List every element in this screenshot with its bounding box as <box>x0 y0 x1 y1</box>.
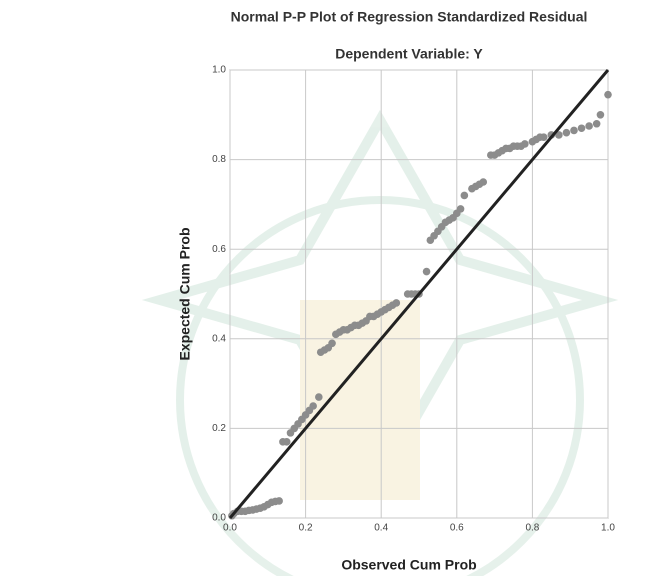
chart-subtitle: Dependent Variable: Y <box>335 46 483 62</box>
watermark <box>160 120 600 576</box>
chart: Normal P-P Plot of Regression Standardiz… <box>0 0 649 576</box>
data-point <box>593 120 601 128</box>
y-tick-label: 0.8 <box>212 154 226 165</box>
x-tick-label: 0.6 <box>450 523 464 534</box>
data-point <box>309 402 317 410</box>
x-tick-label: 0.2 <box>299 523 313 534</box>
chart-title: Normal P-P Plot of Regression Standardiz… <box>231 9 588 25</box>
data-point <box>479 178 487 186</box>
data-point <box>604 91 612 99</box>
data-point <box>457 205 465 213</box>
data-point <box>275 497 283 505</box>
data-point <box>578 124 586 132</box>
data-point <box>540 133 548 141</box>
y-tick-label: 0.4 <box>212 333 226 344</box>
y-tick-label: 0.2 <box>212 423 226 434</box>
data-point <box>521 140 529 148</box>
data-point <box>328 339 336 347</box>
data-point <box>570 127 578 135</box>
x-axis-label: Observed Cum Prob <box>341 557 476 573</box>
data-point <box>597 111 605 119</box>
y-tick-label: 1.0 <box>212 65 226 76</box>
data-point <box>393 299 401 307</box>
data-point <box>423 268 431 276</box>
y-tick-label: 0.0 <box>212 513 226 524</box>
data-point <box>315 393 323 401</box>
data-point <box>585 122 593 130</box>
x-tick-label: 0.0 <box>223 523 237 534</box>
data-point <box>461 192 469 200</box>
x-tick-label: 0.8 <box>525 523 539 534</box>
data-point <box>283 438 291 446</box>
x-tick-label: 1.0 <box>601 523 615 534</box>
y-tick-label: 0.6 <box>212 244 226 255</box>
data-point <box>563 129 571 137</box>
y-axis-label: Expected Cum Prob <box>177 227 193 360</box>
x-tick-label: 0.4 <box>374 523 388 534</box>
